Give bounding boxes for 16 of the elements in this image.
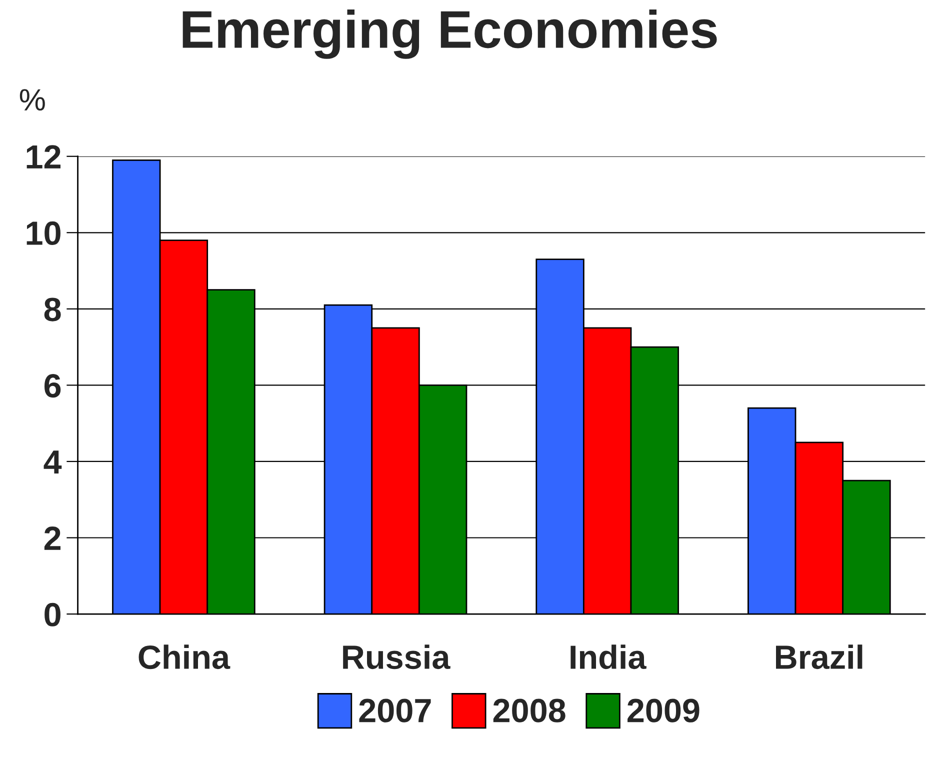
y-tick-label: 2 [44,526,60,550]
y-tick-label: 10 [26,221,60,246]
y-tick-label: 8 [44,298,61,322]
y-tick-label: 4 [44,450,62,474]
y-tick-label: 6 [44,374,61,398]
x-tick-label: Brazil [776,644,862,670]
y-axis-title: % [20,89,45,111]
y-tick-label: 0 [44,602,60,626]
x-tick-label: India [570,644,646,670]
x-tick-label: Russia [343,644,450,670]
chart-title: Emerging Economies [182,9,717,59]
y-tick-label: 12 [26,145,60,168]
legend-label: 2007 [359,698,431,722]
legend-label: 2009 [628,698,700,722]
legend-label: 2008 [493,698,566,722]
x-tick-label: China [138,644,230,670]
